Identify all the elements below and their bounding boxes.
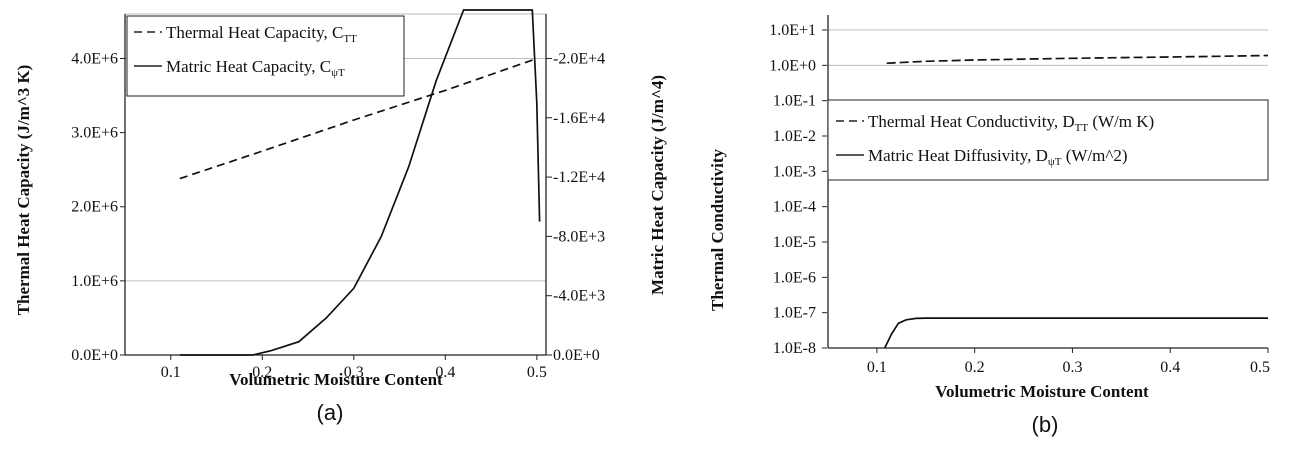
b-y-axis-label: Thermal Conductivity [708,149,727,311]
b-y-tick-label: 1.0E-5 [773,234,816,251]
b-y-ticks: 1.0E+1 1.0E+0 1.0E-1 1.0E-2 1.0E-3 1.0E-4 1.0E… [769,22,827,357]
a-y-tick-label: 4.0E+6 [71,50,118,67]
b-legend-entry-matric: Matric Heat Diffusivity, DψT (W/m^2) [868,146,1128,168]
a-series-thermal-heat-capacity [179,57,538,180]
a-y2-tick-label: -1.2E+4 [553,169,605,186]
a-legend-entry-matric: Matric Heat Capacity, CψT [166,57,345,79]
b-x-tick-label: 0.3 [1062,359,1082,376]
b-y-tick-label: 1.0E-2 [773,128,816,145]
a-series-matric-heat-capacity [179,9,541,356]
a-x-tick-label: 0.5 [527,364,547,381]
a-y-axis-label: Thermal Heat Capacity (J/m^3 K) [14,65,33,316]
a-y2-tick-label: 0.0E+0 [553,347,600,364]
a-series [179,9,541,356]
a-y-ticks: 0.0E+0 1.0E+6 2.0E+6 3.0E+6 4.0E+6 [71,50,125,364]
b-x-axis-label: Volumetric Moisture Content [935,382,1149,401]
b-legend: Thermal Heat Conductivity, DTT (W/m K) M… [827,99,1269,181]
b-gridlines [828,29,1268,349]
a-x-tick-label: 0.4 [435,364,455,381]
a-x-axis-label: Volumetric Moisture Content [229,370,443,389]
a-y2-ticks: 0.0E+0 -4.0E+3 -8.0E+3 -1.2E+4 -1.6E+4 -2.0E+… [546,50,605,364]
b-y-tick-label: 1.0E+1 [769,22,816,39]
a-y-tick-label: 2.0E+6 [71,199,118,216]
b-x-tick-label: 0.2 [965,359,985,376]
a-y-tick-label: 3.0E+6 [71,125,118,142]
b-x-tick-label: 0.4 [1160,359,1180,376]
b-series [883,54,1269,349]
a-y2-tick-label: -8.0E+3 [553,228,605,245]
a-legend: Thermal Heat Capacity, CTT Matric Heat C… [126,15,405,97]
a-legend-box [126,15,405,97]
a-y2-axis-label: Matric Heat Capacity (J/m^4) [648,75,667,295]
a-y-tick-label: 0.0E+0 [71,347,118,364]
b-legend-entry-thermal: Thermal Heat Conductivity, DTT (W/m K) [868,112,1154,134]
b-y-tick-label: 1.0E+0 [769,57,816,74]
a-x-tick-label: 0.2 [252,364,272,381]
a-x-tick-label: 0.3 [344,364,364,381]
b-series-thermal-heat-conductivity [886,54,1269,65]
a-x-ticks: 0.1 0.2 0.3 0.4 0.5 [161,355,547,381]
b-y-tick-label: 1.0E-8 [773,340,816,357]
a-legend-entry-thermal: Thermal Heat Capacity, CTT [166,23,357,45]
b-y-tick-label: 1.0E-3 [773,163,816,180]
b-legend-box [827,99,1269,181]
b-y-tick-label: 1.0E-1 [773,93,816,110]
panel-a: 0.1 0.2 0.3 0.4 0.5 0.0E+0 1.0E+6 2.0E+6 3.0E+6… [14,9,667,425]
b-x-tick-label: 0.5 [1250,359,1270,376]
b-x-tick-label: 0.1 [867,359,887,376]
a-x-tick-label: 0.1 [161,364,181,381]
a-y2-tick-label: -2.0E+4 [553,50,605,67]
b-y-tick-label: 1.0E-7 [773,305,816,322]
a-y2-tick-label: -1.6E+4 [553,110,605,127]
b-x-ticks: 0.1 0.2 0.3 0.4 0.5 [867,348,1270,376]
b-y-tick-label: 1.0E-4 [773,199,816,216]
panel-b: 0.1 0.2 0.3 0.4 0.5 1.0E+1 1.0E+0 1.0E-1 1.0E-2… [708,15,1270,437]
b-caption: (b) [1032,412,1059,437]
a-y-tick-label: 1.0E+6 [71,273,118,290]
a-caption: (a) [317,400,344,425]
b-y-tick-label: 1.0E-6 [773,269,816,286]
b-series-matric-heat-diffusivity [883,317,1268,349]
a-y2-tick-label: -4.0E+3 [553,288,605,305]
